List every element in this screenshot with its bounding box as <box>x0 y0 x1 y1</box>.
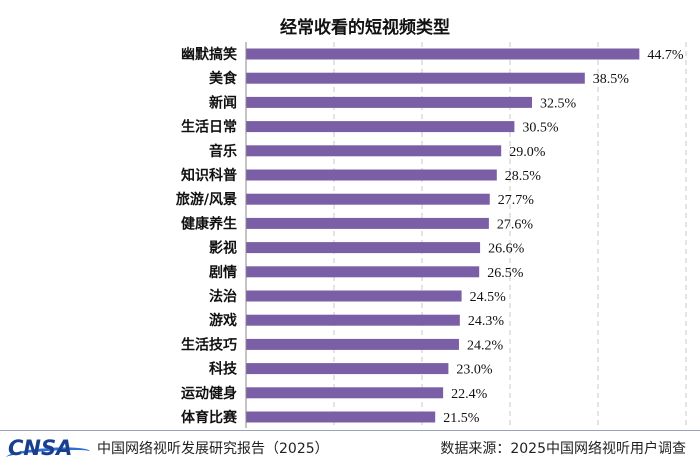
value-label: 29.0% <box>509 145 546 160</box>
bar <box>246 338 459 350</box>
category-label: 美食 <box>209 70 238 87</box>
value-label: 26.6% <box>488 242 524 257</box>
bar <box>246 96 532 108</box>
value-label: 24.5% <box>470 290 507 305</box>
category-labels: 幽默搞笑美食新闻生活日常音乐知识科普旅游/风景健康养生影视剧情法治游戏生活技巧科… <box>176 46 238 426</box>
value-label: 22.4% <box>451 387 488 402</box>
bar <box>246 387 444 399</box>
category-label: 健康养生 <box>181 215 237 232</box>
value-label: 27.7% <box>498 193 535 208</box>
chart-title: 经常收看的短视频类型 <box>280 17 450 38</box>
cnsa-logo: CNSA <box>5 436 91 464</box>
category-label: 剧情 <box>209 264 237 281</box>
category-label: 知识科普 <box>181 167 237 184</box>
bars <box>246 48 640 423</box>
value-label: 24.2% <box>467 338 504 353</box>
bar <box>246 290 462 302</box>
report-source-title: 中国网络视听发展研究报告（2025） <box>97 441 329 457</box>
logo-text: CNSA <box>8 436 73 460</box>
category-label: 科技 <box>209 361 238 378</box>
value-label: 32.5% <box>540 96 577 111</box>
bar <box>246 72 585 84</box>
bar <box>246 217 489 229</box>
value-label: 28.5% <box>505 169 542 184</box>
category-label: 旅游/风景 <box>176 191 237 208</box>
category-label: 影视 <box>209 240 237 257</box>
category-label: 法治 <box>209 288 237 305</box>
category-label: 新闻 <box>209 94 237 111</box>
bar-chart: 经常收看的短视频类型 幽默搞笑美食新闻生活日常音乐知识科普旅游/风景健康养生影视… <box>176 17 687 428</box>
category-label: 生活技巧 <box>181 336 237 353</box>
category-label: 体育比赛 <box>181 409 238 426</box>
bar <box>246 266 480 278</box>
category-label: 幽默搞笑 <box>181 46 237 63</box>
bar <box>246 121 515 133</box>
value-labels: 44.7% 38.5% 32.5% 30.5% 29.0% 28.5% 27.7% 27.6%… <box>443 48 684 426</box>
bar <box>246 411 436 423</box>
value-label: 23.0% <box>456 363 493 378</box>
category-label: 生活日常 <box>181 119 237 136</box>
bar <box>246 193 490 205</box>
value-label: 27.6% <box>497 217 534 232</box>
value-label: 30.5% <box>522 121 559 136</box>
category-label: 游戏 <box>209 312 237 329</box>
value-label: 38.5% <box>593 72 630 87</box>
value-label: 26.5% <box>487 266 524 281</box>
bar <box>246 363 449 375</box>
category-label: 运动健身 <box>181 385 237 402</box>
footer-divider <box>0 430 700 431</box>
bar <box>246 48 640 60</box>
bar <box>246 314 460 326</box>
data-source-note: 数据来源：2025中国网络视听用户调查 <box>440 441 686 457</box>
value-label: 24.3% <box>468 314 505 329</box>
bar <box>246 145 502 157</box>
category-label: 音乐 <box>209 143 237 160</box>
value-label: 21.5% <box>443 411 480 426</box>
bar <box>246 242 481 254</box>
value-label: 44.7% <box>647 48 684 63</box>
bar <box>246 169 497 181</box>
